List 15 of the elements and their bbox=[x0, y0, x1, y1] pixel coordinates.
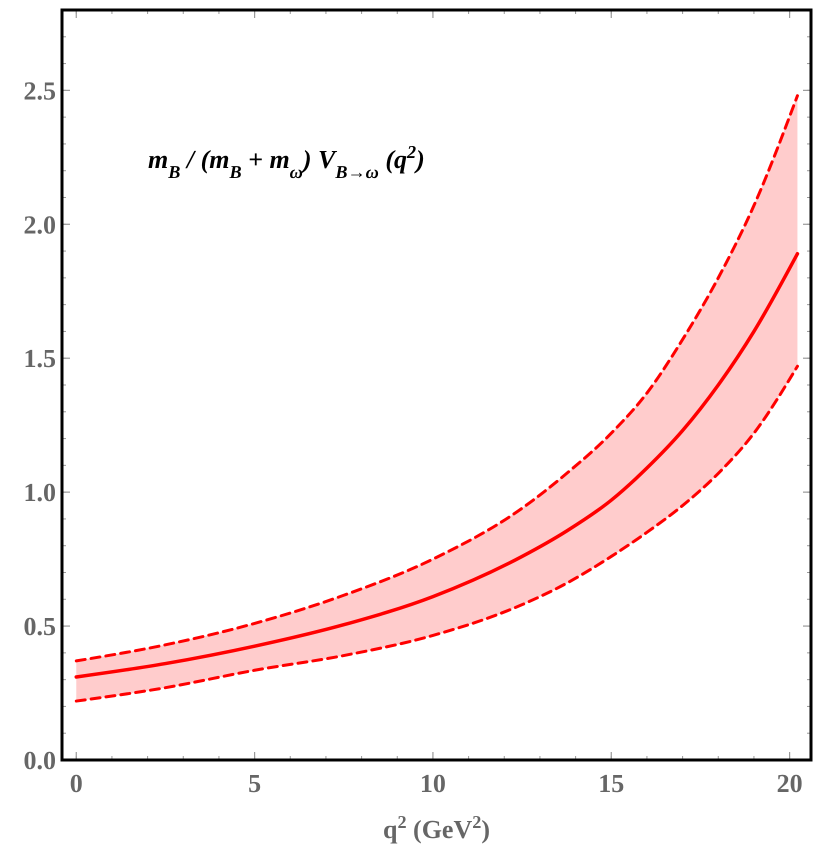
line-series bbox=[74, 364, 799, 703]
line-series bbox=[74, 252, 800, 679]
text: m$_{B}$ / (m$_{B}$ + m$_{ω}$) V$_{B→ω}$ (q$^{2}$) bbox=[148, 142, 425, 182]
x-tick-label: 0 bbox=[70, 769, 83, 798]
y-tick-label: 2.0 bbox=[24, 210, 56, 240]
y-tick-label: 1.5 bbox=[24, 344, 56, 374]
x-tick-label: 15 bbox=[598, 769, 624, 798]
x-tick-label: 10 bbox=[420, 769, 446, 798]
x-axis-title: q$^{2}$ (GeV$^{2}$) bbox=[382, 812, 490, 844]
y-tick-label: 2.5 bbox=[24, 76, 56, 106]
x-tick-label: 20 bbox=[776, 769, 803, 798]
x-tick-label: 5 bbox=[248, 769, 262, 798]
y-tick-label: 1.0 bbox=[24, 478, 56, 508]
y-tick-label: 0.0 bbox=[24, 746, 56, 775]
y-tick-label: 0.5 bbox=[24, 612, 56, 642]
